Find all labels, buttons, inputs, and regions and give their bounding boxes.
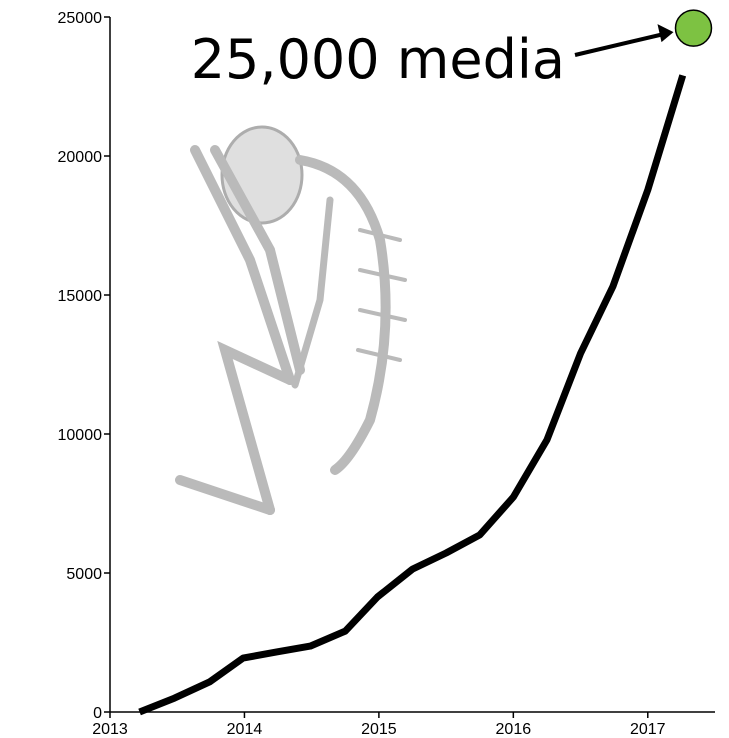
y-tick-label: 5000 bbox=[66, 566, 102, 583]
y-tick-label: 10000 bbox=[58, 427, 103, 444]
milestone-dot bbox=[674, 9, 713, 47]
y-tick-label: 15000 bbox=[58, 288, 103, 305]
y-tick-label: 20000 bbox=[58, 149, 103, 166]
x-tick-label: 2016 bbox=[496, 721, 532, 738]
skeleton-illustration bbox=[175, 125, 407, 515]
x-tick-label: 2014 bbox=[227, 721, 263, 738]
y-tick-label: 25000 bbox=[58, 10, 103, 27]
data-line bbox=[138, 74, 687, 716]
annotation: 25,000 media bbox=[191, 28, 565, 91]
x-tick-label: 2015 bbox=[361, 721, 397, 738]
arrow-head bbox=[657, 24, 674, 43]
annotation-arrow bbox=[574, 32, 664, 57]
x-tick-label: 2017 bbox=[630, 721, 666, 738]
x-tick-label: 2013 bbox=[92, 721, 128, 738]
y-tick-label: 0 bbox=[93, 705, 102, 722]
